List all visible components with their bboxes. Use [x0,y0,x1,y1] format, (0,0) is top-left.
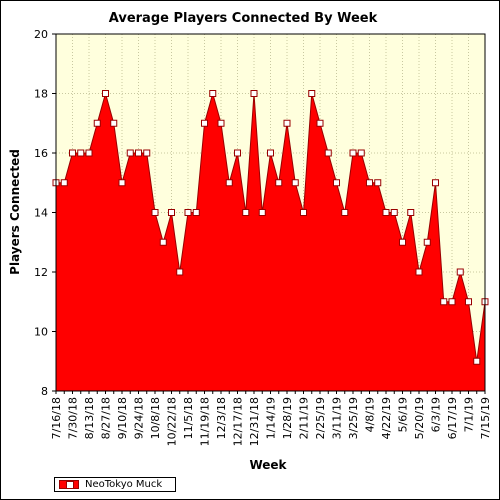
x-tick-label: 8/27/18 [100,397,113,439]
x-tick-label: 9/10/18 [116,397,129,439]
legend-swatch-icon [59,480,79,489]
legend-label: NeoTokyo Muck [85,479,163,490]
x-tick-label: 12/3/18 [215,397,228,439]
data-point [118,179,126,187]
data-point [456,268,464,276]
data-point [234,149,241,157]
data-point [69,149,76,157]
data-point [316,119,324,127]
data-point [85,149,93,157]
data-point [399,238,406,246]
data-point [176,268,184,276]
x-tick-label: 12/17/18 [232,397,245,446]
y-tick-label: 12 [34,266,48,279]
data-point [159,238,167,246]
data-point [473,357,481,365]
x-tick-label: 1/14/19 [265,397,278,439]
x-tick-label: 4/8/19 [364,397,377,432]
data-point [308,90,316,97]
chart-title: Average Players Connected By Week [109,11,378,26]
data-point [135,149,142,157]
x-tick-label: 7/16/18 [50,397,63,439]
data-point [267,149,274,157]
data-point [349,149,357,157]
x-tick-label: 11/5/18 [182,397,195,439]
data-point [201,119,208,127]
x-tick-label: 7/30/18 [67,397,80,439]
x-tick-label: 8/13/18 [83,397,96,439]
x-tick-label: 6/17/19 [446,397,459,439]
plot-area: 8 10 12 14 16 18 20 7/16/18 7/30/18 8/13/18 8/27/1… [34,28,492,446]
x-tick-label: 5/6/19 [397,397,410,432]
data-point [366,179,373,187]
data-point [415,268,423,276]
data-point [324,149,332,157]
data-point [110,119,118,127]
y-tick-label: 10 [34,326,48,339]
data-point [357,149,365,157]
x-tick-label: 12/31/18 [248,397,261,446]
x-tick-label: 2/11/19 [298,397,311,439]
data-point [300,209,307,216]
data-point [77,149,85,157]
x-tick-label: 10/22/18 [166,397,179,446]
x-tick-label: 3/25/19 [347,397,360,439]
y-axis-title: Players Connected [8,149,22,275]
x-tick-label: 6/3/19 [430,397,443,432]
data-point [283,119,291,127]
y-tick-label: 14 [34,207,48,220]
data-point [291,179,299,187]
data-point [333,179,340,187]
data-point [382,209,390,216]
x-tick-label: 11/19/18 [199,397,212,446]
x-tick-label: 4/22/19 [380,397,393,439]
data-point [341,209,349,216]
x-tick-label: 1/28/19 [281,397,294,439]
x-tick-label: 9/24/18 [133,397,146,439]
data-point [432,179,439,187]
x-tick-label: 3/11/19 [331,397,344,439]
data-point [184,209,192,216]
data-point [390,209,398,216]
data-point [423,238,431,246]
data-point [258,209,266,216]
y-tick-label: 18 [34,88,48,101]
data-point [93,119,101,127]
x-axis-title: Week [249,458,287,472]
data-point [60,179,68,187]
data-point [126,149,134,157]
y-tick-label: 20 [34,28,48,41]
series-area [55,91,486,392]
data-point [143,149,151,157]
data-point [217,119,225,127]
x-tick-label: 7/1/19 [463,397,476,432]
y-tick-label: 8 [41,385,48,398]
data-point [250,90,258,97]
x-tick-label: 10/8/18 [149,397,162,439]
data-point [374,179,382,187]
y-tick-label: 16 [34,147,48,160]
x-tick-label: 5/20/19 [413,397,426,439]
data-point [440,298,448,306]
data-point [225,179,233,187]
data-point [151,209,159,216]
data-point [448,298,456,306]
data-point [407,209,415,216]
legend: NeoTokyo Muck [54,477,176,492]
data-point [465,298,472,306]
data-point [242,209,250,216]
data-point [102,90,109,97]
x-tick-label: 7/15/19 [479,397,492,439]
x-tick-label: 2/25/19 [314,397,327,439]
data-point [209,90,217,97]
data-point [168,209,175,216]
data-point [275,179,283,187]
data-point [192,209,200,216]
